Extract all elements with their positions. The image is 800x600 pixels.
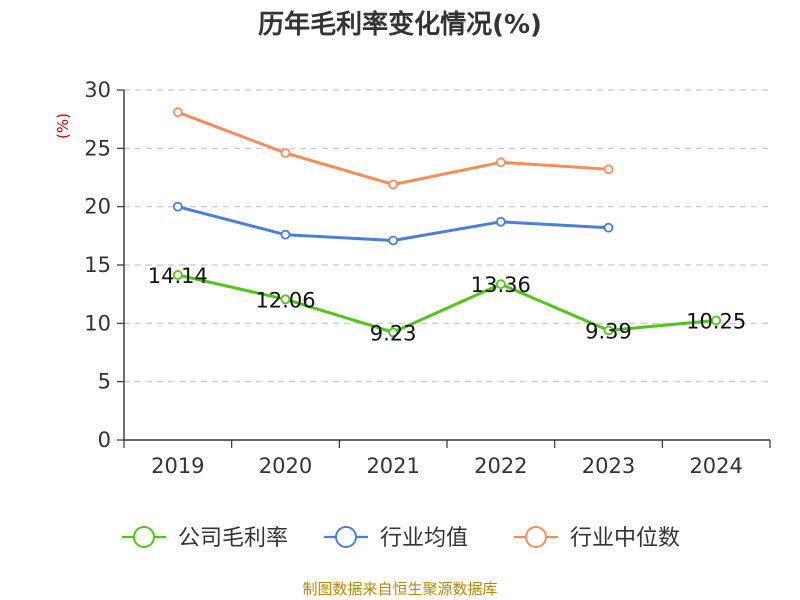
data-point [172, 270, 183, 280]
series-line [177, 205, 609, 242]
data-label: 10.25 [686, 309, 746, 333]
gridlines [124, 89, 770, 383]
data-label: 9.23 [370, 321, 417, 345]
series-line [177, 273, 717, 334]
y-tick-label: 10 [84, 311, 111, 335]
legend-label: 公司毛利率 [178, 526, 288, 551]
data-point [603, 325, 614, 336]
source-note: 制图数据来自恒生聚源数据库 [302, 580, 497, 598]
legend-item[interactable]: 公司毛利率 [122, 526, 288, 551]
data-point [388, 179, 399, 190]
data-point [280, 294, 291, 305]
legend-label: 行业均值 [380, 526, 468, 551]
data-point [172, 201, 183, 212]
data-label: 14.14 [148, 264, 208, 288]
data-point [388, 235, 399, 246]
y-tick-label: 5 [98, 370, 111, 394]
data-point [280, 229, 291, 240]
axes: 0 5 10 15 20 25 30 2019 2020 2021 2022 2023 2024 [84, 78, 771, 478]
data-point [603, 164, 614, 175]
data-point [711, 315, 722, 326]
data-labels: 14.14 12.06 9.23 13.36 9.39 10.25 [148, 264, 746, 345]
data-point [603, 222, 614, 233]
x-tick-label: 2019 [151, 454, 204, 478]
data-point [172, 107, 183, 118]
chart-title: 历年毛利率变化情况(%) [258, 9, 542, 40]
data-point [495, 279, 506, 290]
legend-marker [335, 526, 357, 548]
legend-marker [525, 526, 547, 548]
legend-item[interactable]: 行业中位数 [514, 526, 680, 551]
data-label: 12.06 [255, 288, 315, 312]
series-lines [172, 107, 722, 338]
data-label: 13.36 [471, 273, 531, 297]
y-tick-label: 20 [84, 195, 111, 219]
legend-item[interactable]: 行业均值 [324, 526, 468, 551]
legend[interactable]: 公司毛利率 行业均值 行业中位数 [122, 526, 680, 551]
data-point [495, 216, 506, 227]
data-point [388, 327, 399, 338]
data-label: 9.39 [585, 319, 632, 343]
x-tick-label: 2023 [582, 454, 635, 478]
y-axis-label: (%) [54, 113, 72, 139]
x-tick-label: 2022 [474, 454, 527, 478]
x-tick-label: 2024 [689, 454, 742, 478]
y-tick-label: 0 [98, 428, 111, 452]
data-point [495, 157, 506, 168]
y-tick-label: 25 [84, 136, 111, 160]
y-tick-label: 15 [84, 253, 111, 277]
legend-marker [133, 526, 155, 548]
y-tick-label: 30 [84, 78, 111, 102]
x-tick-label: 2021 [366, 454, 419, 478]
data-point [280, 148, 291, 158]
legend-label: 行业中位数 [570, 526, 680, 551]
x-tick-label: 2020 [259, 454, 312, 478]
